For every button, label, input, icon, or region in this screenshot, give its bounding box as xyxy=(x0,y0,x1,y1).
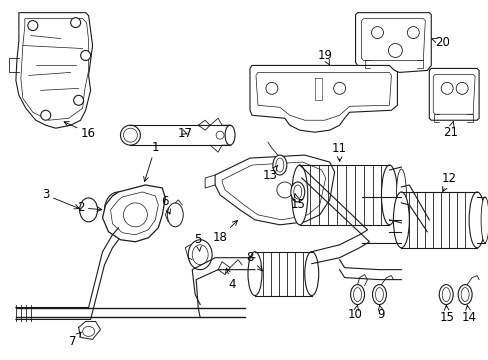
Polygon shape xyxy=(355,13,430,72)
Ellipse shape xyxy=(265,82,277,94)
Text: 2: 2 xyxy=(77,201,102,215)
Ellipse shape xyxy=(272,155,286,175)
Ellipse shape xyxy=(276,182,292,198)
Ellipse shape xyxy=(375,288,383,302)
Ellipse shape xyxy=(371,27,383,39)
Polygon shape xyxy=(428,68,478,120)
Ellipse shape xyxy=(407,27,419,39)
Ellipse shape xyxy=(275,158,283,172)
Polygon shape xyxy=(249,66,397,132)
Ellipse shape xyxy=(457,285,471,305)
Ellipse shape xyxy=(247,252,262,296)
Text: 5: 5 xyxy=(194,233,202,251)
Ellipse shape xyxy=(440,82,452,94)
Ellipse shape xyxy=(460,288,468,302)
Ellipse shape xyxy=(216,131,224,139)
Polygon shape xyxy=(16,13,92,128)
Ellipse shape xyxy=(293,185,301,199)
Ellipse shape xyxy=(304,252,318,296)
Ellipse shape xyxy=(167,203,183,227)
Ellipse shape xyxy=(438,285,452,305)
Text: 20: 20 xyxy=(431,36,449,49)
Text: 6: 6 xyxy=(161,195,170,214)
Polygon shape xyxy=(215,155,334,225)
Ellipse shape xyxy=(74,95,83,105)
Ellipse shape xyxy=(350,285,364,305)
Text: 11: 11 xyxy=(331,141,346,161)
Text: 19: 19 xyxy=(317,49,331,65)
Ellipse shape xyxy=(396,169,406,221)
Ellipse shape xyxy=(480,197,488,243)
Ellipse shape xyxy=(393,192,408,248)
Ellipse shape xyxy=(224,125,235,145)
Text: 14: 14 xyxy=(461,305,476,324)
Ellipse shape xyxy=(188,240,212,270)
Text: 17: 17 xyxy=(177,127,192,140)
Text: 15: 15 xyxy=(439,305,454,324)
Text: 10: 10 xyxy=(347,305,362,321)
Text: 13: 13 xyxy=(262,166,277,181)
Text: 12: 12 xyxy=(441,171,456,192)
Ellipse shape xyxy=(82,327,94,336)
Ellipse shape xyxy=(372,285,386,305)
Ellipse shape xyxy=(290,182,304,202)
Polygon shape xyxy=(102,185,165,242)
Text: 18: 18 xyxy=(212,220,237,244)
Ellipse shape xyxy=(28,21,38,31)
Ellipse shape xyxy=(71,18,81,28)
Ellipse shape xyxy=(455,82,467,94)
Ellipse shape xyxy=(123,203,147,227)
Text: 1: 1 xyxy=(143,141,159,181)
Text: 15: 15 xyxy=(290,194,305,211)
Text: 9: 9 xyxy=(377,305,385,321)
Text: 8: 8 xyxy=(246,251,262,271)
Ellipse shape xyxy=(80,198,98,222)
Text: 7: 7 xyxy=(69,332,81,348)
Ellipse shape xyxy=(291,165,307,225)
Ellipse shape xyxy=(120,125,140,145)
Ellipse shape xyxy=(468,192,484,248)
Ellipse shape xyxy=(333,82,345,94)
Ellipse shape xyxy=(81,50,90,60)
Ellipse shape xyxy=(353,288,361,302)
Ellipse shape xyxy=(381,165,397,225)
Ellipse shape xyxy=(192,245,208,265)
Text: 16: 16 xyxy=(64,122,96,140)
Text: 4: 4 xyxy=(225,268,235,291)
Text: 3: 3 xyxy=(42,188,79,209)
Ellipse shape xyxy=(41,110,51,120)
Ellipse shape xyxy=(387,44,402,58)
Ellipse shape xyxy=(123,128,137,142)
Ellipse shape xyxy=(108,196,128,224)
Ellipse shape xyxy=(104,192,132,228)
Text: 21: 21 xyxy=(442,121,457,139)
Ellipse shape xyxy=(441,288,449,302)
